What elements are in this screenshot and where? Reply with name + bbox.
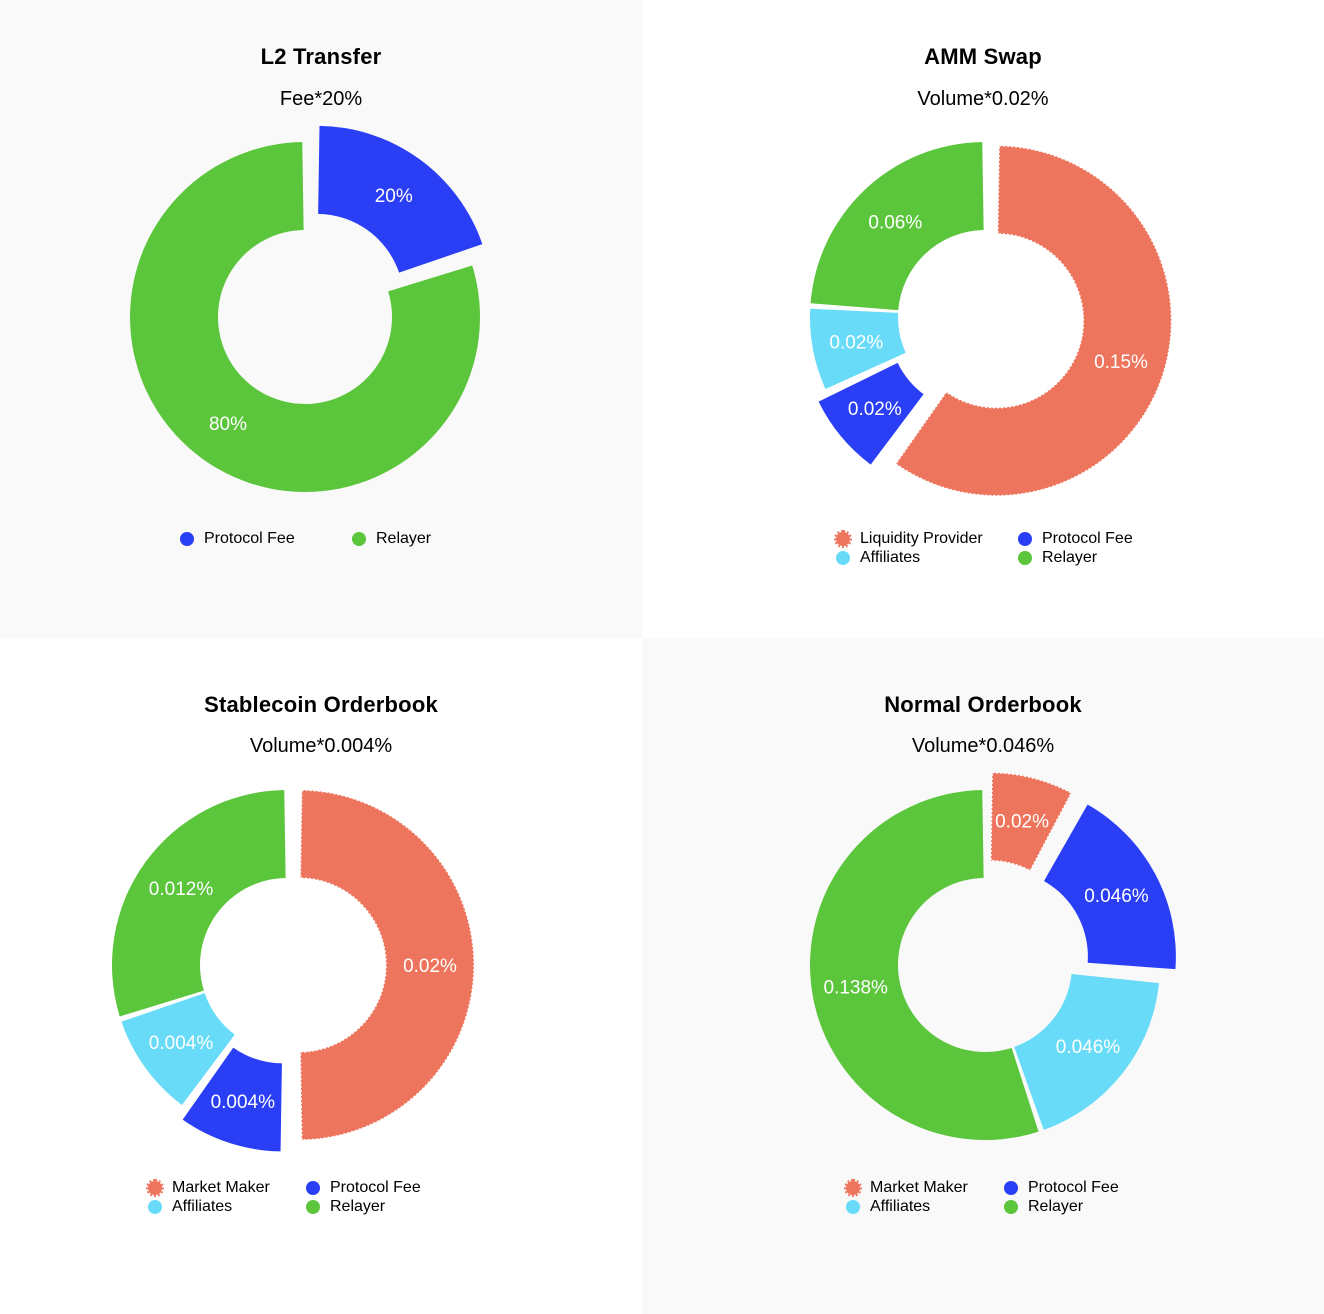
slice-label-relayer: 0.138% bbox=[824, 977, 889, 998]
legend-label: Affiliates bbox=[172, 1198, 233, 1215]
slice-label-protocol-fee: 0.02% bbox=[848, 399, 902, 420]
chart-title: Stablecoin Orderbook bbox=[204, 692, 438, 717]
slice-label-liquidity-provider: 0.15% bbox=[1094, 352, 1148, 373]
legend-item-market-maker[interactable]: Market Maker bbox=[844, 1179, 968, 1197]
donut-chart: 20% 80% bbox=[129, 125, 483, 492]
slice-label-relayer: 80% bbox=[209, 414, 247, 435]
donut-slice-protocol-fee bbox=[1043, 804, 1176, 970]
legend-item-market-maker[interactable]: Market Maker bbox=[146, 1179, 270, 1197]
donut-slice-relayer bbox=[810, 142, 984, 311]
legend-marker-icon bbox=[846, 1200, 860, 1214]
legend-marker-icon bbox=[1018, 532, 1032, 546]
slice-label-market-maker: 0.02% bbox=[403, 956, 457, 977]
legend-marker-icon bbox=[146, 1179, 164, 1197]
legend-label: Protocol Fee bbox=[330, 1179, 421, 1196]
donut-slice-relayer bbox=[810, 790, 1039, 1140]
donut-chart: 0.02% 0.046% 0.046% 0.138% bbox=[810, 771, 1176, 1140]
slice-label-protocol-fee: 20% bbox=[375, 186, 413, 207]
chart-title: L2 Transfer bbox=[260, 44, 382, 69]
legend-label: Protocol Fee bbox=[1042, 530, 1133, 547]
slice-label-protocol-fee: 0.004% bbox=[211, 1092, 276, 1113]
donut-slice-protocol-fee bbox=[818, 362, 924, 465]
donut-chart: 0.15% 0.02% 0.02% 0.06% bbox=[810, 142, 1173, 497]
legend-item-affiliates[interactable]: Affiliates bbox=[836, 549, 920, 567]
legend-item-protocol-fee[interactable]: Protocol Fee bbox=[1004, 1179, 1119, 1197]
legend-marker-icon bbox=[1004, 1200, 1018, 1214]
donut-slice-market-maker bbox=[299, 789, 475, 1141]
legend-label: Affiliates bbox=[870, 1198, 931, 1215]
chart-title: Normal Orderbook bbox=[884, 692, 1082, 717]
legend-marker-icon bbox=[180, 532, 194, 546]
slice-label-protocol-fee: 0.046% bbox=[1084, 886, 1149, 907]
donut-slice-liquidity-provider bbox=[894, 144, 1173, 497]
slice-label-affiliates: 0.02% bbox=[829, 333, 883, 354]
donut-slice-market-maker bbox=[990, 771, 1073, 872]
legend-item-protocol-fee[interactable]: Protocol Fee bbox=[306, 1179, 421, 1197]
legend-marker-icon bbox=[148, 1200, 162, 1214]
legend-marker-icon bbox=[836, 551, 850, 565]
legend-label: Protocol Fee bbox=[204, 530, 295, 547]
chart-subtitle: Volume*0.02% bbox=[917, 88, 1049, 110]
legend-label: Affiliates bbox=[860, 549, 921, 566]
chart-panel-amm-swap: AMM Swap Volume*0.02% 0.15% 0.02% 0.02% 0.0… bbox=[642, 0, 1324, 638]
legend-item-protocol-fee[interactable]: Protocol Fee bbox=[1018, 530, 1133, 548]
legend-item-protocol-fee[interactable]: Protocol Fee bbox=[180, 530, 295, 548]
chart-panel-stablecoin-orderbook: Stablecoin Orderbook Volume*0.004% 0.02%… bbox=[0, 638, 642, 1314]
chart-panel-normal-orderbook: Normal Orderbook Volume*0.046% 0.02% 0.04… bbox=[642, 638, 1324, 1314]
chart-subtitle: Volume*0.046% bbox=[911, 735, 1055, 757]
donut-slice-protocol-fee bbox=[318, 125, 483, 273]
legend-label: Relayer bbox=[330, 1198, 386, 1215]
donut-slice-relayer bbox=[111, 790, 286, 1017]
legend-marker-icon bbox=[1004, 1181, 1018, 1195]
legend-item-relayer[interactable]: Relayer bbox=[1004, 1198, 1083, 1216]
legend-marker-icon bbox=[306, 1181, 320, 1195]
donut-slice-affiliates bbox=[1014, 974, 1160, 1130]
slice-label-market-maker: 0.02% bbox=[995, 812, 1049, 833]
legend-item-relayer[interactable]: Relayer bbox=[352, 530, 431, 548]
legend-label: Market Maker bbox=[870, 1179, 968, 1196]
legend-marker-icon bbox=[352, 532, 366, 546]
donut-slice-protocol-fee bbox=[182, 1047, 282, 1152]
legend-label: Relayer bbox=[1028, 1198, 1084, 1215]
donut-slice-affiliates bbox=[810, 308, 906, 390]
donut-chart: 0.02% 0.004% 0.004% 0.012% bbox=[111, 789, 475, 1152]
legend-marker-icon bbox=[834, 530, 852, 548]
chart-subtitle: Fee*20% bbox=[279, 88, 363, 110]
legend-item-liquidity-provider[interactable]: Liquidity Provider bbox=[834, 530, 983, 548]
legend-item-affiliates[interactable]: Affiliates bbox=[846, 1198, 930, 1216]
slice-label-relayer: 0.012% bbox=[149, 879, 214, 900]
chart-title: AMM Swap bbox=[924, 44, 1042, 69]
legend-marker-icon bbox=[1018, 551, 1032, 565]
legend-marker-icon bbox=[306, 1200, 320, 1214]
legend-label: Market Maker bbox=[172, 1179, 270, 1196]
legend-marker-icon bbox=[844, 1179, 862, 1197]
slice-label-relayer: 0.06% bbox=[868, 213, 922, 234]
donut-slice-affiliates bbox=[121, 993, 235, 1105]
slice-label-affiliates: 0.046% bbox=[1056, 1037, 1121, 1058]
legend-label: Relayer bbox=[1042, 549, 1098, 566]
chart-panel-l2-transfer: L2 Transfer Fee*20% 20% 80% Protocol Fee R… bbox=[0, 0, 642, 638]
legend-label: Relayer bbox=[376, 530, 432, 547]
donut-slice-relayer bbox=[129, 142, 480, 492]
legend-label: Liquidity Provider bbox=[860, 530, 983, 547]
slice-label-affiliates: 0.004% bbox=[149, 1033, 214, 1054]
legend-item-relayer[interactable]: Relayer bbox=[306, 1198, 385, 1216]
legend-item-affiliates[interactable]: Affiliates bbox=[148, 1198, 232, 1216]
chart-subtitle: Volume*0.004% bbox=[249, 735, 393, 757]
legend-item-relayer[interactable]: Relayer bbox=[1018, 549, 1097, 567]
legend-label: Protocol Fee bbox=[1028, 1179, 1119, 1196]
